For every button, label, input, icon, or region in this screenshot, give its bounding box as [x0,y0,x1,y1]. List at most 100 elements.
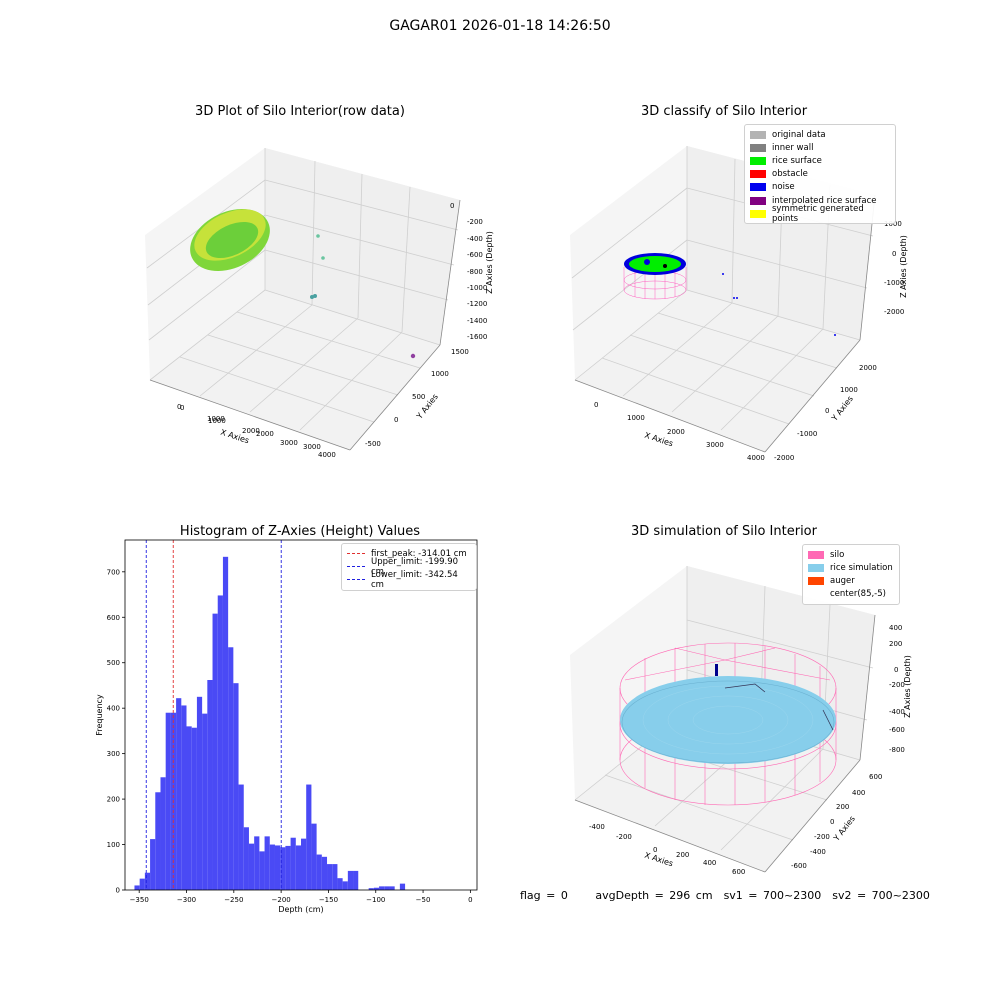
legend-item-first-peak: first_peak: -314.01 cm [347,547,471,560]
histogram-bar [321,856,328,890]
histogram-ylabel: Frequency [95,694,104,736]
status-line: flag = 0 avgDepth = 296 cm sv1 = 700~230… [520,889,930,902]
legend-item-obstacle: obstacle [750,168,890,181]
histogram-bar [264,836,270,890]
x-tick-label: −200 [272,896,291,904]
x-tick-label: −150 [319,896,338,904]
legend-line [347,579,365,581]
histogram-bar [389,886,395,890]
histogram-bar [316,854,322,890]
histogram-bar [139,878,145,890]
x-tick-label: −50 [416,896,431,904]
histogram-bar [311,823,317,890]
legend-swatch [750,183,766,192]
histogram-bar [379,886,385,890]
histogram-bar [238,784,244,890]
legend-item-center: center(85,-5) [808,588,894,601]
legend-item-auger: auger [808,574,894,587]
legend-swatch [750,143,766,152]
legend-item-noise: noise [750,181,890,194]
histogram-bar [207,680,213,890]
x-tick-label: 0 [468,896,472,904]
legend-swatch [750,209,766,218]
p2-zlabel: Z Axies (Depth) [898,235,908,298]
histogram-bar [243,827,249,890]
classify-legend: original data inner wall rice surface ob… [744,124,896,225]
histogram-bar [327,864,333,890]
y-tick-label: 200 [107,796,120,804]
y-tick-label: 400 [107,705,120,713]
legend-item-silo: silo [808,548,894,561]
histogram-bar [160,777,166,890]
legend-swatch [808,590,824,598]
histogram-bar [280,847,286,890]
x-tick-label: −350 [130,896,149,904]
histogram-title: Histogram of Z-Axies (Height) Values [179,524,421,539]
histogram-legend: first_peak: -314.01 cm Upper_limit: -199… [341,543,477,591]
simulation-legend: silo rice simulation auger center(85,-5) [802,544,900,605]
histogram-bar [285,845,291,890]
legend-item-lower-limit: Lower_limit: -342.54 cm [347,570,471,590]
histogram-bar [150,839,156,890]
histogram-bar [212,613,218,890]
histogram-bar [233,683,239,890]
panel2-title: 3D classify of Silo Interior [640,104,808,119]
histogram-chart: −350 −300 −250 −200 −150 −100 −50 0 0 100 200 300 40… [95,539,478,914]
histogram-bar [254,836,260,890]
svg-text:1000: 1000 [208,417,226,425]
p4-zlabel: Z Axies (Depth) [902,655,912,718]
panel1-title: 3D Plot of Silo Interior(row data) [195,104,405,119]
histogram-xlabel: Depth (cm) [278,905,323,914]
histogram-bar [176,698,182,890]
panel4-3d-plot [570,566,876,873]
svg-text:0: 0 [180,404,184,412]
histogram-bar [301,838,307,890]
legend-swatch [808,550,824,559]
histogram-bar [295,845,301,890]
histogram-bar [155,792,161,890]
histogram-bar [342,881,348,890]
histogram-bar [144,872,151,890]
legend-item-original: original data [750,128,890,141]
legend-item-rice-surface: rice surface [750,154,890,167]
histogram-bar [384,886,390,890]
legend-swatch [808,576,824,585]
x-tick-label: −100 [366,896,385,904]
legend-swatch [750,156,766,165]
panel4-title: 3D simulation of Silo Interior [631,524,817,539]
legend-item-inner-wall: inner wall [750,141,890,154]
y-tick-label: 300 [107,750,120,758]
legend-line [347,566,365,568]
histogram-bar [217,595,223,890]
histogram-bar [202,713,208,890]
p1-z0: 0 [450,202,454,210]
histogram-bar [274,845,281,890]
legend-line [347,553,365,555]
histogram-bar [222,556,229,890]
x-tick-label: −300 [177,896,196,904]
legend-item-upper-limit: Upper_limit: -199.90 cm [347,557,471,577]
histogram-bar [134,885,140,890]
histogram-bar [306,784,312,890]
legend-swatch [750,130,766,139]
histogram-bar [228,647,234,890]
histogram-frame [124,539,478,891]
histogram-bar [248,843,255,890]
flag-text: flag = 0 [520,889,568,902]
histogram-bar [399,883,406,890]
histogram-bar [181,705,187,890]
histogram-bar [165,712,171,890]
histogram-bar [347,870,354,890]
histogram-bar [269,844,275,890]
histogram-bar [332,864,338,890]
x-tick-label: −250 [224,896,243,904]
svg-text:3000: 3000 [303,443,321,451]
histogram-bar [290,837,296,890]
histogram-bar [353,870,359,890]
legend-swatch [750,196,766,205]
histogram-bar [337,878,343,890]
histogram-bar [368,888,374,890]
avg-depth-text: avgDepth = 296 cm [595,889,713,902]
y-tick-label: 700 [107,568,120,576]
